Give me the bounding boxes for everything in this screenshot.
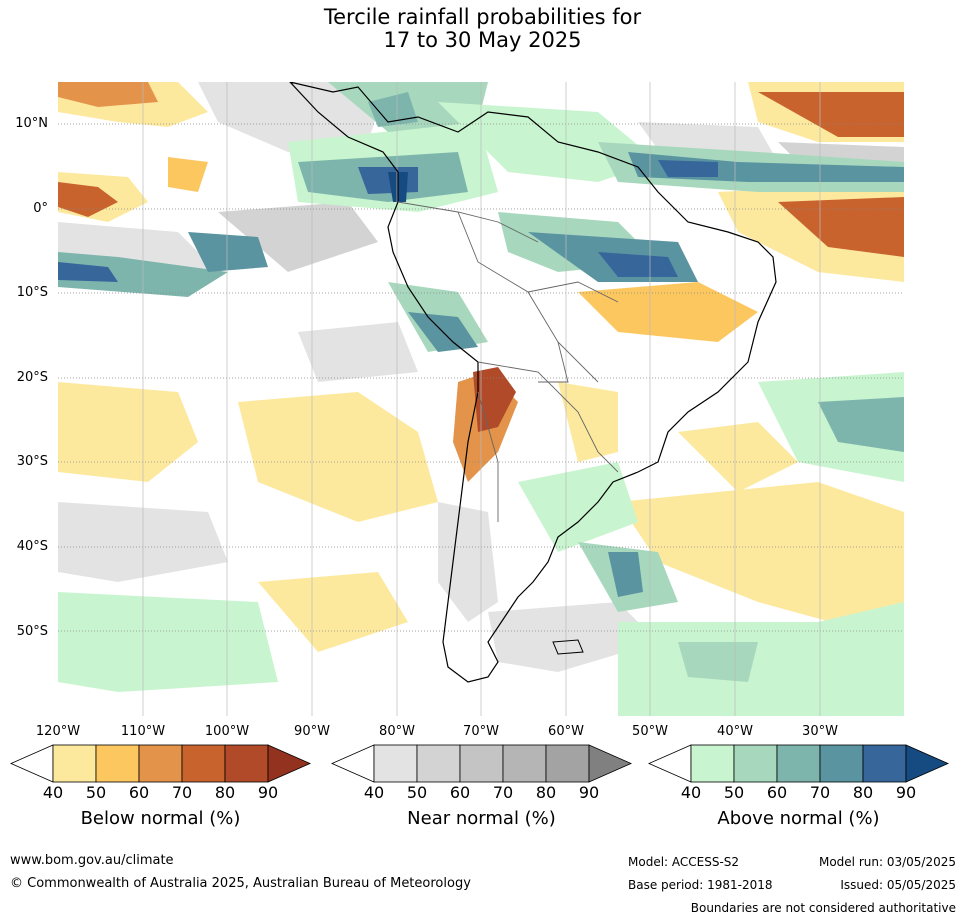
website-url: www.bom.gov.au/climate (10, 853, 174, 868)
copyright-notice: © Commonwealth of Australia 2025, Austra… (10, 876, 471, 891)
lon-label: 30°W (802, 724, 838, 739)
colorbar-0 (10, 744, 311, 783)
colorbar-tick-label: 40 (363, 783, 385, 802)
map-canvas (58, 82, 904, 716)
colorbar-tick-label: 50 (723, 783, 745, 802)
colorbar-tick-label: 90 (578, 783, 600, 802)
colorbar-title: Above normal (%) (717, 808, 880, 829)
colorbar-segment (690, 744, 735, 783)
lat-label: 10°N (15, 116, 48, 131)
colorbar-segment (52, 744, 97, 783)
lon-label: 50°W (632, 724, 668, 739)
colorbar-1 (331, 744, 632, 783)
colorbar-tick-label: 80 (214, 783, 236, 802)
colorbar-segment (95, 744, 140, 783)
colorbar-segment (373, 744, 418, 783)
colorbar-segment (181, 744, 226, 783)
colorbar-tick-label: 70 (171, 783, 193, 802)
colorbar-under-triangle (648, 744, 692, 783)
colorbar-under-triangle (10, 744, 54, 783)
country-boundaries (397, 201, 619, 522)
south-america-coastline (289, 82, 777, 683)
lon-label: 70°W (463, 724, 499, 739)
colorbar-segment (819, 744, 864, 783)
colorbar-title: Near normal (%) (407, 808, 556, 829)
lon-label: 110°W (120, 724, 166, 739)
colorbar-over-triangle (588, 744, 632, 783)
colorbar-tick-label: 50 (85, 783, 107, 802)
boundaries-disclaimer: Boundaries are not considered authoritat… (690, 901, 956, 915)
colorbar-2 (648, 744, 949, 783)
colorbar-over-triangle (267, 744, 311, 783)
falkland-islands (552, 639, 584, 655)
colorbar-under-triangle (331, 744, 375, 783)
colorbar-segment (776, 744, 821, 783)
lat-label: 40°S (16, 539, 48, 554)
colorbar-segment (862, 744, 907, 783)
lon-label: 100°W (204, 724, 250, 739)
lat-label: 0° (33, 201, 48, 216)
colorbar-segment (545, 744, 590, 783)
colorbar-segment (502, 744, 547, 783)
colorbar-tick-label: 80 (535, 783, 557, 802)
issued-date: Issued: 05/05/2025 (840, 878, 956, 892)
lon-label: 40°W (717, 724, 753, 739)
model-name: Model: ACCESS-S2 (628, 855, 740, 869)
colorbar-segment (733, 744, 778, 783)
base-period: Base period: 1981-2018 (628, 878, 773, 892)
colorbar-segment (224, 744, 269, 783)
colorbar-tick-label: 80 (852, 783, 874, 802)
colorbar-tick-label: 60 (128, 783, 150, 802)
lat-label: 10°S (16, 285, 48, 300)
graticule (58, 82, 904, 716)
colorbar-tick-label: 60 (449, 783, 471, 802)
lon-label: 90°W (294, 724, 330, 739)
colorbar-title: Below normal (%) (80, 808, 241, 829)
lon-label: 120°W (35, 724, 81, 739)
lat-label: 20°S (16, 370, 48, 385)
colorbar-segment (459, 744, 504, 783)
map-title-line2: 17 to 30 May 2025 (383, 28, 582, 52)
colorbar-segment (138, 744, 183, 783)
colorbar-tick-label: 60 (766, 783, 788, 802)
colorbar-tick-label: 90 (257, 783, 279, 802)
model-run-date: Model run: 03/05/2025 (818, 855, 956, 869)
colorbar-tick-label: 50 (406, 783, 428, 802)
map-title-line1: Tercile rainfall probabilities for (323, 5, 642, 29)
probability-map (58, 82, 904, 716)
lat-label: 30°S (16, 454, 48, 469)
colorbar-over-triangle (905, 744, 949, 783)
colorbar-tick-label: 40 (42, 783, 64, 802)
colorbar-tick-label: 70 (809, 783, 831, 802)
lon-label: 80°W (379, 724, 415, 739)
lon-label: 60°W (548, 724, 584, 739)
lat-label: 50°S (16, 624, 48, 639)
colorbar-tick-label: 40 (680, 783, 702, 802)
colorbar-segment (416, 744, 461, 783)
colorbar-tick-label: 70 (492, 783, 514, 802)
colorbar-tick-label: 90 (895, 783, 917, 802)
above-normal-areas (58, 82, 904, 716)
below-normal-areas (58, 82, 904, 652)
